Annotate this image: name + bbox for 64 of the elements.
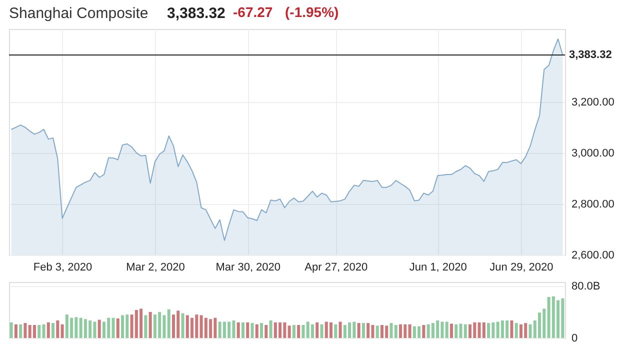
x-tick-label: Jun 1, 2020 xyxy=(409,262,467,274)
bar xyxy=(399,324,402,338)
bar xyxy=(320,324,324,338)
x-tick-label: Mar 30, 2020 xyxy=(216,262,281,274)
bar xyxy=(19,324,22,338)
bar xyxy=(167,309,170,338)
y-tick-label: 2,600.00 xyxy=(572,250,614,262)
y-tick-label: 0 xyxy=(572,332,578,344)
text: 3,383.32 xyxy=(167,5,226,22)
bar xyxy=(250,323,254,338)
bar xyxy=(181,313,184,338)
bar xyxy=(32,324,36,338)
text: (-1.95%) xyxy=(285,4,339,20)
bar xyxy=(14,324,18,338)
bar xyxy=(316,322,319,338)
x-tick-label: Apr 27, 2020 xyxy=(304,262,368,274)
y-tick-label: 3,000.00 xyxy=(572,147,614,160)
bar xyxy=(10,322,13,338)
bar xyxy=(148,312,152,338)
bar xyxy=(297,324,300,338)
bar xyxy=(255,324,258,338)
bar xyxy=(514,323,518,338)
bar xyxy=(52,323,55,338)
bar xyxy=(422,324,426,338)
bar xyxy=(310,324,314,338)
bar xyxy=(302,324,305,338)
bar xyxy=(362,323,365,338)
y-tick-label: 2,800.00 xyxy=(572,198,614,210)
bar xyxy=(292,324,296,338)
bar xyxy=(264,324,268,338)
x-tick-label: Feb 3, 2020 xyxy=(33,262,92,274)
bar xyxy=(236,322,240,338)
bar xyxy=(366,323,370,338)
bar xyxy=(46,322,50,338)
bar xyxy=(334,324,338,338)
bar xyxy=(357,323,360,338)
bar xyxy=(445,322,448,338)
ref-line-label: 3,383.32 xyxy=(569,48,612,61)
bar xyxy=(56,320,60,338)
bar xyxy=(510,320,514,338)
bar xyxy=(246,322,250,338)
bar xyxy=(482,322,486,338)
bar xyxy=(24,323,27,338)
bar xyxy=(269,320,272,338)
bar xyxy=(60,324,64,338)
bar xyxy=(408,324,412,338)
bar xyxy=(338,322,342,338)
bar xyxy=(468,324,472,338)
bar xyxy=(98,320,101,338)
bar xyxy=(450,324,453,338)
x-tick-label: Mar 2, 2020 xyxy=(126,262,185,274)
bar xyxy=(376,326,379,338)
x-tick-label: Jun 29, 2020 xyxy=(490,262,554,274)
bar xyxy=(260,323,264,338)
text: -67.27 xyxy=(233,4,273,20)
chart-title: Shanghai Composite xyxy=(9,5,148,22)
bar xyxy=(144,315,148,338)
bar xyxy=(241,322,244,338)
bar xyxy=(121,315,124,338)
y-tick-label: 3,200.00 xyxy=(572,96,614,108)
bar xyxy=(116,318,120,338)
y-tick-label: 80.0B xyxy=(572,280,600,292)
bar xyxy=(288,326,291,338)
bar xyxy=(487,323,490,338)
